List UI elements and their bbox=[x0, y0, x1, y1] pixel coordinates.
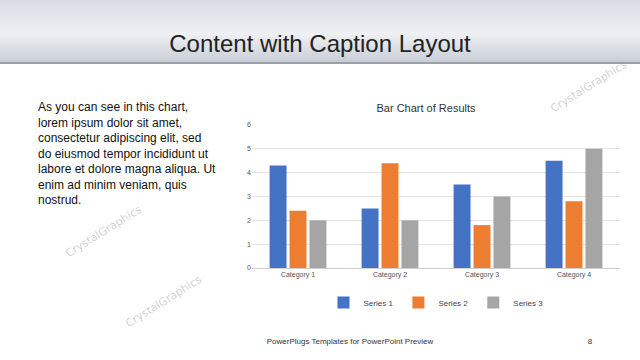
svg-text:5: 5 bbox=[247, 145, 251, 152]
svg-text:Category 2: Category 2 bbox=[373, 271, 407, 279]
svg-text:0: 0 bbox=[247, 264, 251, 271]
html-text:CrystalGraphics: CrystalGraphics bbox=[63, 202, 144, 261]
svg-text:Category 1: Category 1 bbox=[281, 271, 315, 279]
svg-text:Series 3: Series 3 bbox=[513, 299, 543, 308]
svg-text:3: 3 bbox=[247, 193, 251, 200]
svg-text:2: 2 bbox=[247, 217, 251, 224]
html-text:As you can see in this chart,: As you can see in this chart, lorem ipsu… bbox=[38, 100, 216, 207]
html-text:CrystalGraphics: CrystalGraphics bbox=[123, 272, 204, 331]
html-text:CrystalGraphics: CrystalGraphics bbox=[548, 57, 629, 116]
svg-text:6: 6 bbox=[247, 121, 251, 128]
svg-text:4: 4 bbox=[247, 169, 251, 176]
html-text:8: 8 bbox=[587, 337, 593, 346]
html-text:PowerPlugs Templates for Power: PowerPlugs Templates for PowerPoint Prev… bbox=[266, 337, 434, 346]
svg-text:Category 3: Category 3 bbox=[465, 271, 499, 279]
svg-text:Series 1: Series 1 bbox=[364, 299, 394, 308]
svg-text:Category 4: Category 4 bbox=[557, 271, 591, 279]
svg-text:Series 2: Series 2 bbox=[438, 299, 468, 308]
html-text:Content with Caption Layout: Content with Caption Layout bbox=[169, 30, 471, 57]
svg-text:Bar Chart of Results: Bar Chart of Results bbox=[376, 102, 476, 114]
svg-text:1: 1 bbox=[247, 241, 251, 248]
